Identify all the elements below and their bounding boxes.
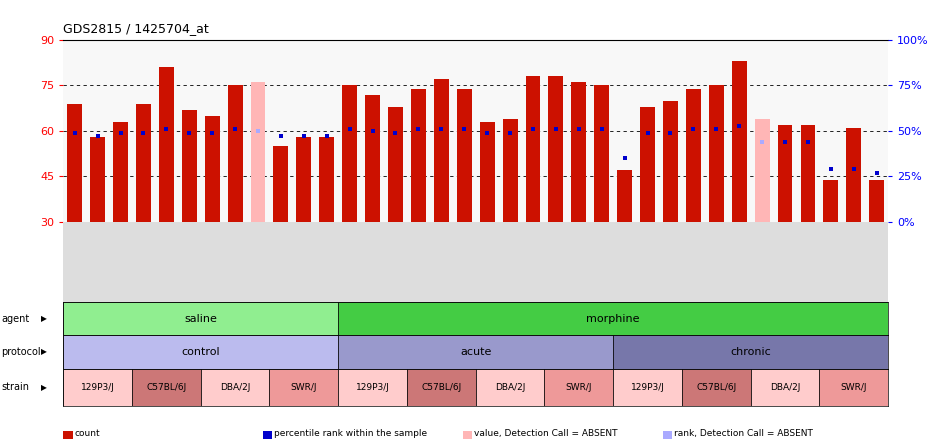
Text: ▶: ▶ <box>41 347 46 357</box>
Bar <box>801 125 816 222</box>
Bar <box>339 369 407 406</box>
Text: DBA/2J: DBA/2J <box>219 383 250 392</box>
Bar <box>544 369 613 406</box>
Bar <box>339 335 613 369</box>
Text: 129P3/J: 129P3/J <box>355 383 390 392</box>
Text: SWR/J: SWR/J <box>290 383 317 392</box>
Bar <box>201 369 270 406</box>
Bar <box>228 85 243 222</box>
Bar <box>113 122 128 222</box>
Bar <box>549 76 564 222</box>
Text: SWR/J: SWR/J <box>565 383 592 392</box>
Text: DBA/2J: DBA/2J <box>770 383 800 392</box>
Text: acute: acute <box>460 347 491 357</box>
Text: rank, Detection Call = ABSENT: rank, Detection Call = ABSENT <box>674 429 813 438</box>
Bar <box>407 369 475 406</box>
Bar <box>682 369 751 406</box>
Text: SWR/J: SWR/J <box>841 383 867 392</box>
Text: 129P3/J: 129P3/J <box>81 383 114 392</box>
Bar <box>502 119 517 222</box>
Bar <box>613 335 888 369</box>
Bar <box>136 103 151 222</box>
Bar <box>823 179 838 222</box>
Bar <box>319 137 334 222</box>
Bar <box>819 369 888 406</box>
Bar <box>613 369 682 406</box>
Text: C57BL/6J: C57BL/6J <box>421 383 461 392</box>
Bar <box>751 369 819 406</box>
Bar <box>90 137 105 222</box>
Bar <box>63 335 339 369</box>
Text: ▶: ▶ <box>41 383 46 392</box>
Bar <box>388 107 403 222</box>
Bar <box>870 179 884 222</box>
Bar <box>159 67 174 222</box>
Text: DBA/2J: DBA/2J <box>495 383 525 392</box>
Bar <box>618 170 632 222</box>
Bar <box>273 146 288 222</box>
Text: chronic: chronic <box>730 347 771 357</box>
Bar <box>846 128 861 222</box>
Bar <box>339 302 888 335</box>
Bar <box>571 83 586 222</box>
Text: 129P3/J: 129P3/J <box>631 383 665 392</box>
Bar <box>732 61 747 222</box>
Bar <box>205 116 219 222</box>
Bar <box>640 107 655 222</box>
Text: agent: agent <box>1 313 29 324</box>
Text: ▶: ▶ <box>41 314 46 323</box>
Bar <box>182 110 197 222</box>
Bar <box>365 95 380 222</box>
Bar <box>686 88 701 222</box>
Bar <box>663 101 678 222</box>
Text: count: count <box>74 429 100 438</box>
Bar <box>476 369 544 406</box>
Text: C57BL/6J: C57BL/6J <box>697 383 737 392</box>
Text: GDS2815 / 1425704_at: GDS2815 / 1425704_at <box>63 23 209 36</box>
Bar <box>270 369 339 406</box>
Bar <box>132 369 201 406</box>
Bar <box>250 83 265 222</box>
Bar <box>525 76 540 222</box>
Text: protocol: protocol <box>1 347 41 357</box>
Bar <box>63 369 132 406</box>
Bar <box>434 79 449 222</box>
Text: percentile rank within the sample: percentile rank within the sample <box>274 429 428 438</box>
Text: morphine: morphine <box>587 313 640 324</box>
Bar <box>777 125 792 222</box>
Text: C57BL/6J: C57BL/6J <box>146 383 187 392</box>
Bar <box>594 85 609 222</box>
Bar <box>709 85 724 222</box>
Bar <box>63 302 339 335</box>
Bar <box>297 137 312 222</box>
Bar <box>67 103 82 222</box>
Text: saline: saline <box>184 313 218 324</box>
Text: control: control <box>181 347 220 357</box>
Bar <box>754 119 769 222</box>
Text: strain: strain <box>1 382 29 392</box>
Text: value, Detection Call = ABSENT: value, Detection Call = ABSENT <box>474 429 618 438</box>
Bar <box>480 122 495 222</box>
Bar <box>342 85 357 222</box>
Bar <box>457 88 472 222</box>
Bar <box>411 88 426 222</box>
